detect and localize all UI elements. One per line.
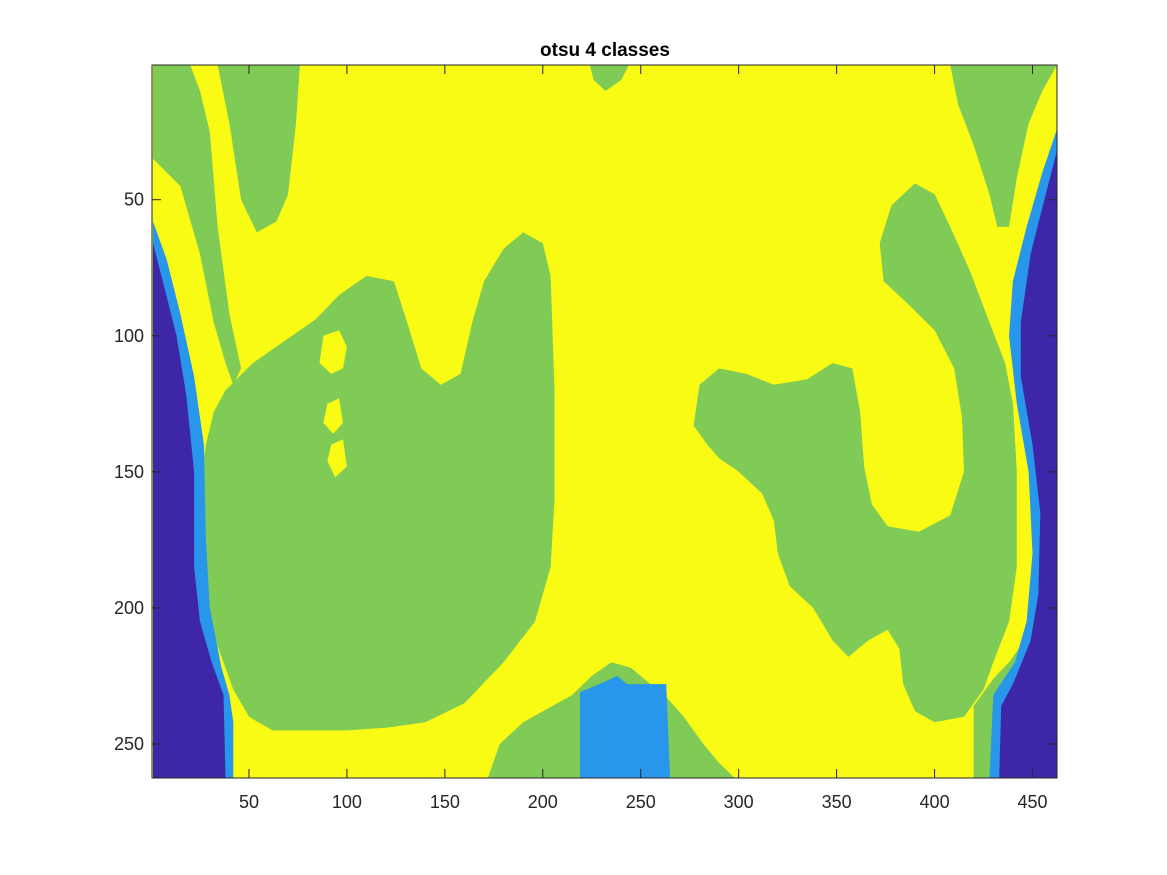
x-tick-label: 150 (430, 792, 460, 812)
x-axis: 50 100 150 200 250 300 350 400 450 (239, 65, 1048, 812)
x-tick-label: 100 (332, 792, 362, 812)
class-3-region (950, 65, 1057, 227)
x-tick-label: 450 (1017, 792, 1047, 812)
class-3-region (153, 65, 242, 385)
class-3-region (589, 65, 629, 91)
x-tick-label: 50 (239, 792, 259, 812)
x-tick-label: 350 (822, 792, 852, 812)
y-tick-label: 250 (114, 734, 144, 754)
class-4-region (323, 398, 343, 434)
x-tick-label: 200 (528, 792, 558, 812)
x-tick-label: 400 (920, 792, 950, 812)
image-plot (152, 65, 1057, 778)
y-tick-label: 100 (114, 326, 144, 346)
axes-frame (151, 64, 1058, 779)
y-tick-label: 200 (114, 598, 144, 618)
class-3-region (198, 232, 555, 731)
x-tick-label: 300 (724, 792, 754, 812)
y-axis: 50 100 150 200 250 (114, 190, 1057, 754)
axes-box (151, 64, 1058, 779)
class-4-region (319, 330, 347, 374)
class-3-region (693, 183, 1017, 723)
class-4-region (327, 439, 347, 478)
x-tick-label: 250 (626, 792, 656, 812)
class-3-region (217, 65, 300, 233)
class-1-region (999, 150, 1057, 778)
class-1-region (153, 243, 226, 778)
class-2-region (580, 675, 671, 778)
chart-title: otsu 4 classes (540, 40, 670, 61)
y-tick-label: 150 (114, 462, 144, 482)
y-tick-label: 50 (124, 190, 144, 210)
